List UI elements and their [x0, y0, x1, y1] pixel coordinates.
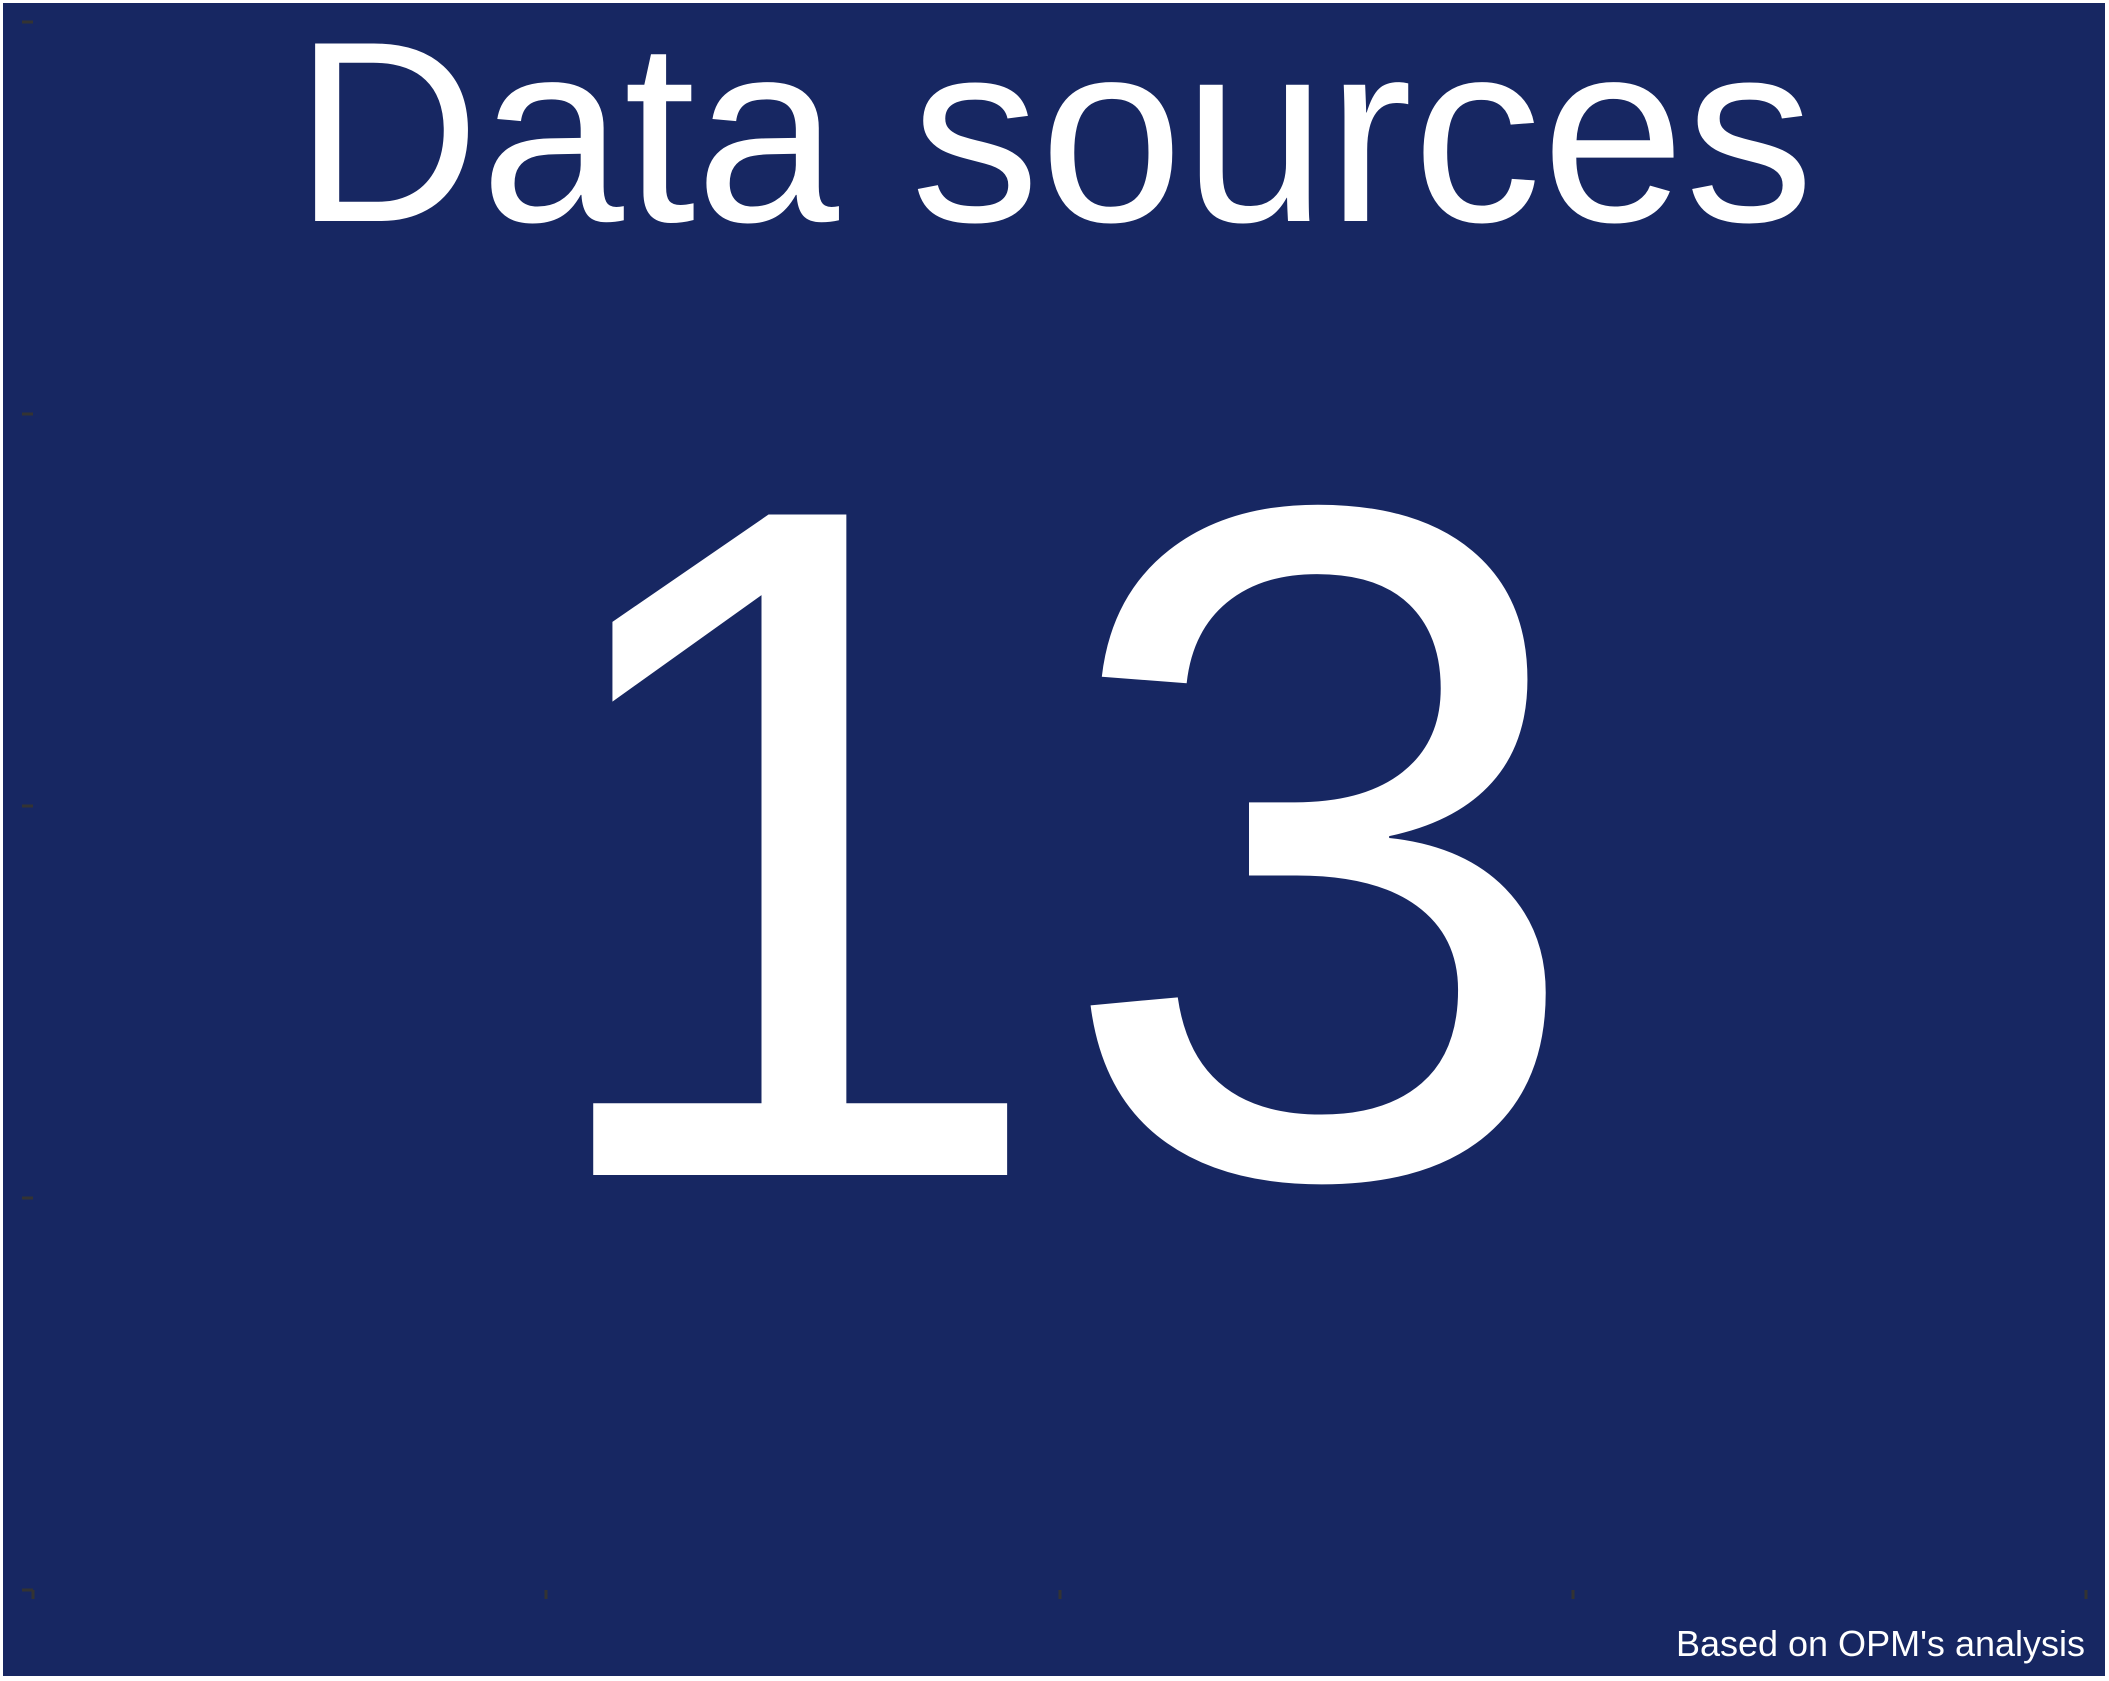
chart-title: Data sources [293, 0, 1815, 276]
kpi-value: 13 [520, 307, 1588, 1379]
source-caption: Based on OPM's analysis [1675, 1623, 2085, 1664]
kpi-card-panel: Data sources 13 Based on OPM's analysis [3, 3, 2105, 1676]
